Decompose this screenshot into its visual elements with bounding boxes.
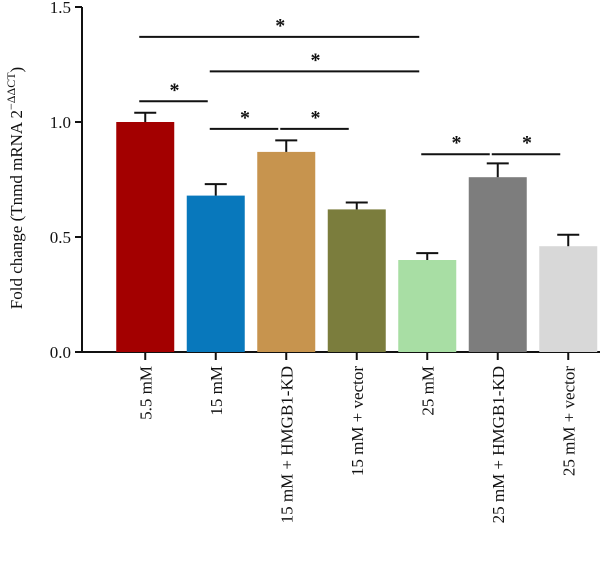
bar (539, 246, 598, 352)
svg-text:Fold change (Tnmd mRNA 2−ΔΔCT): Fold change (Tnmd mRNA 2−ΔΔCT) (4, 67, 26, 309)
y-tick-label: 0.5 (50, 228, 71, 247)
y-axis-label-end: ) (7, 67, 26, 73)
significance-star: * (240, 107, 250, 129)
y-tick-label: 1.0 (50, 113, 71, 132)
significance-star: * (275, 15, 285, 37)
significance-star: * (522, 132, 532, 154)
bar (468, 177, 527, 352)
category-label: 5.5 mM (136, 366, 155, 420)
y-tick-label: 1.5 (50, 0, 71, 17)
y-axis-label-superscript: −ΔΔCT (4, 72, 18, 110)
category-label: 15 mM (207, 366, 226, 416)
category-label: 25 mM (418, 366, 437, 416)
category-label: 15 mM + vector (348, 366, 367, 476)
y-axis-label: Fold change (Tnmd mRNA 2−ΔΔCT) (4, 67, 26, 309)
y-axis-label-main: Fold change (Tnmd mRNA 2 (7, 110, 26, 309)
significance-star: * (452, 132, 462, 154)
bar (327, 209, 386, 352)
significance-star: * (311, 49, 321, 71)
bar (116, 122, 175, 352)
bar (186, 195, 245, 352)
significance-star: * (311, 107, 321, 129)
category-label: 25 mM + vector (559, 366, 578, 476)
category-label: 25 mM + HMGB1-KD (489, 366, 508, 523)
significance-star: * (170, 79, 180, 101)
category-label: 15 mM + HMGB1-KD (277, 366, 296, 523)
y-tick-label: 0.0 (50, 343, 71, 362)
bar (398, 260, 457, 352)
plot-area: 0.0 0.5 1.0 1.5 5.5 mM 15 mM 15 mM + HMGB1-KD 1… (50, 0, 600, 523)
bar (257, 151, 316, 352)
